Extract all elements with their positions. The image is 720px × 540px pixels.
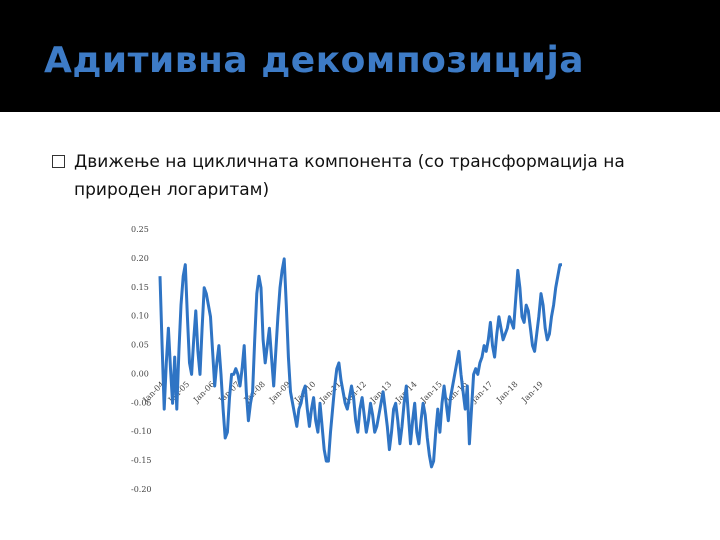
x-tick-label: Jan-09 bbox=[267, 380, 292, 405]
y-tick-label: 0.05 bbox=[131, 341, 149, 350]
y-tick-label: -0.20 bbox=[131, 485, 152, 494]
y-tick-label: -0.05 bbox=[131, 398, 152, 407]
y-tick-label: 0.15 bbox=[131, 283, 149, 292]
bullet-text: Движење на цикличната компонента (со тра… bbox=[74, 152, 625, 200]
series-line bbox=[158, 257, 562, 469]
y-tick-label: 0.25 bbox=[131, 225, 149, 234]
x-tick-label: Jan-06 bbox=[191, 380, 216, 405]
x-tick-label: Jan-18 bbox=[494, 380, 519, 405]
y-tick-label: -0.10 bbox=[131, 427, 152, 436]
x-tick-label: Jan-11 bbox=[317, 380, 342, 405]
y-tick-label: 0.00 bbox=[131, 369, 149, 378]
x-tick-label: Jan-19 bbox=[519, 380, 544, 405]
bullet-icon bbox=[52, 155, 65, 168]
x-tick-label: Jan-15 bbox=[418, 380, 443, 405]
y-tick-label: 0.10 bbox=[131, 312, 149, 321]
y-tick-label: 0.20 bbox=[131, 254, 149, 263]
content-area bbox=[0, 112, 720, 540]
slide-title: Адитивна декомпозиција bbox=[44, 40, 585, 81]
title-bar bbox=[0, 0, 720, 112]
y-tick-label: -0.15 bbox=[131, 456, 152, 465]
